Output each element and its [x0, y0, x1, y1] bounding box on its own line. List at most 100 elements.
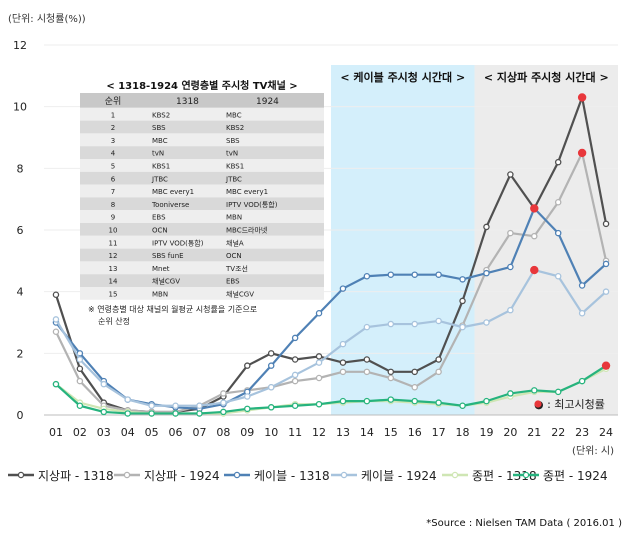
data-point — [363, 323, 371, 331]
rank-cell: 12 — [109, 252, 118, 260]
data-point — [148, 410, 155, 417]
rank-table-note: ※ 연령층별 대상 채널의 월평균 시청률을 기준으로 — [88, 304, 257, 314]
data-point — [339, 359, 347, 366]
legend-marker — [123, 471, 131, 479]
series-line — [55, 207, 607, 410]
data-point — [483, 319, 490, 326]
data-point — [459, 276, 466, 283]
data-point — [291, 402, 299, 409]
legend-marker — [233, 471, 241, 479]
data-point — [244, 362, 251, 369]
data-point — [52, 380, 60, 388]
x-tick-label: 06 — [169, 426, 183, 439]
x-tick-label: 17 — [432, 426, 446, 439]
data-point — [315, 353, 323, 360]
peak-marker — [601, 361, 611, 370]
rank-cell: IPTV VOD(통합) — [226, 200, 278, 209]
peak-legend-dot — [534, 400, 542, 408]
data-point — [435, 356, 442, 363]
rank-cell: 채널A — [226, 238, 244, 247]
legend-label: 종편 - 1318 — [472, 469, 537, 483]
x-tick-label: 01 — [49, 426, 63, 439]
x-tick-label: 23 — [575, 426, 589, 439]
data-point — [531, 387, 538, 394]
data-point — [387, 271, 395, 278]
legend-marker — [17, 471, 25, 479]
rank-table-header-cell: 순위 — [105, 96, 122, 107]
rank-cell: OCN — [152, 227, 168, 235]
rank-table-row — [80, 223, 324, 236]
rank-table-header-cell: 1318 — [176, 97, 199, 107]
y-tick-label: 12 — [13, 39, 27, 52]
x-tick-label: 04 — [121, 426, 135, 439]
data-point — [483, 269, 490, 277]
rank-cell: 15 — [109, 291, 118, 299]
peak-markers — [530, 93, 611, 370]
rank-cell: tvN — [152, 150, 164, 158]
x-tick-label: 22 — [551, 426, 565, 439]
legend-item: 케이블 - 1318 — [224, 469, 330, 483]
data-point — [315, 374, 323, 382]
data-point — [578, 309, 586, 317]
rank-cell: SBS funE — [152, 252, 184, 260]
data-point — [554, 198, 562, 206]
rank-cell: 14 — [109, 278, 118, 286]
data-point — [554, 158, 562, 166]
data-point — [291, 371, 299, 379]
data-point — [363, 356, 371, 363]
series-line — [55, 268, 607, 407]
data-point — [244, 393, 251, 400]
series-lines — [52, 94, 610, 417]
data-point — [124, 396, 131, 403]
data-point — [339, 368, 347, 376]
x-tick-label: 24 — [599, 426, 613, 439]
data-point — [387, 396, 395, 403]
data-point — [435, 399, 442, 406]
peak-marker — [577, 93, 587, 102]
x-tick-label: 12 — [312, 426, 326, 439]
data-point — [435, 368, 442, 376]
rank-table-row — [80, 159, 324, 172]
data-point — [554, 229, 562, 237]
series-6 — [52, 362, 610, 417]
data-point — [459, 323, 466, 331]
data-point — [411, 368, 418, 376]
rank-table-row — [80, 184, 324, 198]
data-point — [315, 400, 323, 408]
source-note: *Source : Nielsen TAM Data ( 2016.01 ) — [426, 518, 622, 529]
legend-label: 케이블 - 1924 — [361, 469, 437, 483]
data-point — [507, 306, 514, 314]
rank-cell: 2 — [111, 124, 115, 132]
rank-cell: OCN — [226, 252, 242, 260]
x-tick-label: 09 — [240, 426, 254, 439]
data-point — [291, 356, 299, 363]
data-point — [578, 282, 586, 289]
rank-cell: MBC every1 — [226, 188, 268, 196]
rank-cell: KBS1 — [226, 163, 244, 171]
rank-table-row — [80, 248, 324, 262]
data-point — [411, 383, 418, 391]
data-point — [411, 320, 418, 328]
rank-cell: EBS — [226, 278, 240, 286]
data-point — [507, 171, 514, 178]
data-point — [52, 328, 60, 335]
legend-label: 종편 - 1924 — [543, 469, 608, 483]
legend-item: 종편 - 1318 — [442, 469, 537, 483]
data-point — [267, 383, 275, 391]
legend-item: 지상파 - 1924 — [114, 469, 220, 483]
rank-cell: KBS1 — [152, 163, 170, 171]
rank-table-note: 순위 산정 — [98, 316, 130, 326]
x-tick-label: 16 — [408, 426, 422, 439]
rank-cell: MBC드라마넷 — [226, 226, 268, 235]
data-point — [244, 405, 251, 413]
data-point — [196, 402, 203, 409]
x-tick-label: 13 — [336, 426, 350, 439]
data-point — [602, 288, 610, 295]
x-tick-label: 07 — [192, 426, 206, 439]
data-point — [291, 377, 299, 385]
data-point — [507, 390, 514, 397]
rank-cell: KBS2 — [226, 124, 244, 132]
data-point — [339, 397, 347, 405]
rank-table-row — [80, 120, 324, 134]
